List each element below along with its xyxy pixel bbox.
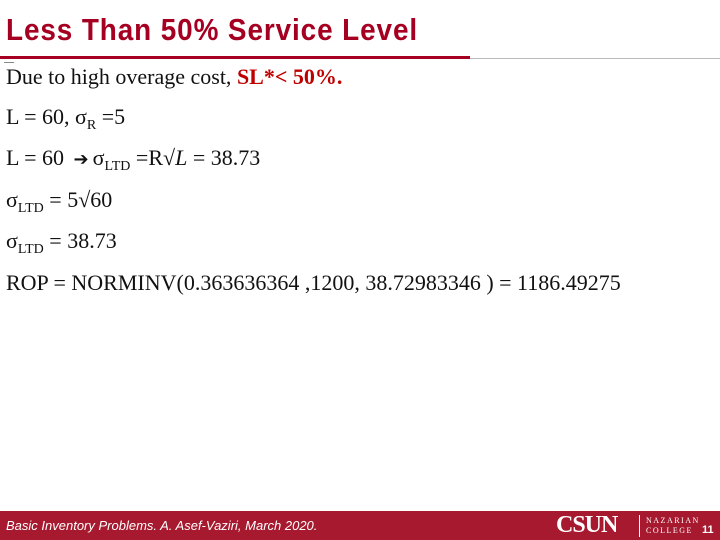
text: = 5√60	[43, 187, 113, 212]
text-line: ROP = NORMINV(0.363636364 ,1200, 38.7298…	[6, 270, 621, 296]
citation: Basic Inventory Problems. A. Asef-Vaziri…	[6, 518, 318, 533]
text-line: L = 60, σR =5	[6, 104, 125, 134]
text: L = 60, σ	[6, 104, 87, 129]
subscript: LTD	[17, 201, 44, 216]
text: σ	[6, 228, 18, 253]
college-name: COLLEGE	[646, 526, 693, 535]
subscript: LTD	[17, 242, 44, 257]
footer-bar: Basic Inventory Problems. A. Asef-Vaziri…	[0, 511, 720, 540]
subscript: R	[86, 118, 97, 133]
text-line: σLTD = 5√60	[6, 187, 112, 217]
title-rule	[0, 56, 470, 59]
text: L	[175, 145, 188, 170]
text-line: Due to high overage cost, SL*< 50%.	[6, 64, 342, 90]
college-name: NAZARIAN	[646, 516, 700, 525]
page-number: 11	[702, 524, 714, 536]
text: σ	[92, 145, 105, 170]
text-line: L = 60 ➔ σLTD =R√L = 38.73	[6, 145, 260, 175]
text: σ	[6, 187, 18, 212]
corner-mark	[4, 62, 14, 63]
subscript: LTD	[104, 159, 131, 174]
slide-title: Less Than 50% Service Level	[6, 12, 419, 47]
text-line: σLTD = 38.73	[6, 228, 117, 258]
text: = 38.73	[187, 145, 261, 170]
text: ROP = NORMINV(0.363636364 ,1200, 38.7298…	[6, 270, 621, 295]
text: L = 60	[6, 145, 70, 170]
title-rule-gray	[470, 58, 720, 59]
highlight: SL*< 50%.	[236, 64, 343, 89]
text: = 38.73	[43, 228, 117, 253]
text: =R√	[130, 145, 176, 170]
text: =5	[96, 104, 126, 129]
text: Due to high overage cost,	[6, 64, 237, 89]
logo-separator	[639, 515, 640, 537]
arrow-icon: ➔	[73, 149, 89, 170]
logo: CSUN	[556, 512, 618, 538]
